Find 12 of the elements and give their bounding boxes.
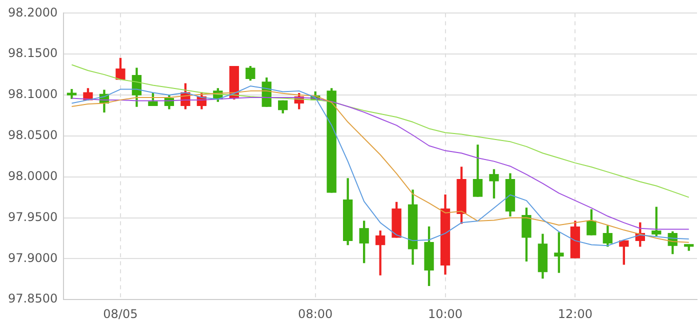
y-tick-label: 98.1000 bbox=[8, 87, 58, 102]
y-tick-label: 98.1500 bbox=[8, 46, 58, 60]
x-tick-label: 10:00 bbox=[428, 306, 463, 321]
x-tick-label: 12:00 bbox=[558, 306, 592, 321]
x-tick-label: 08/05 bbox=[103, 306, 138, 321]
y-tick-label: 97.8500 bbox=[8, 292, 58, 306]
y-tick-label: 97.9000 bbox=[8, 250, 58, 265]
y-tick-label: 98.2000 bbox=[8, 5, 58, 20]
y-tick-label: 98.0000 bbox=[8, 168, 58, 183]
y-tick-label: 98.0500 bbox=[8, 128, 58, 142]
y-tick-label: 97.9500 bbox=[8, 210, 58, 224]
x-tick-label: 08:00 bbox=[298, 306, 333, 321]
